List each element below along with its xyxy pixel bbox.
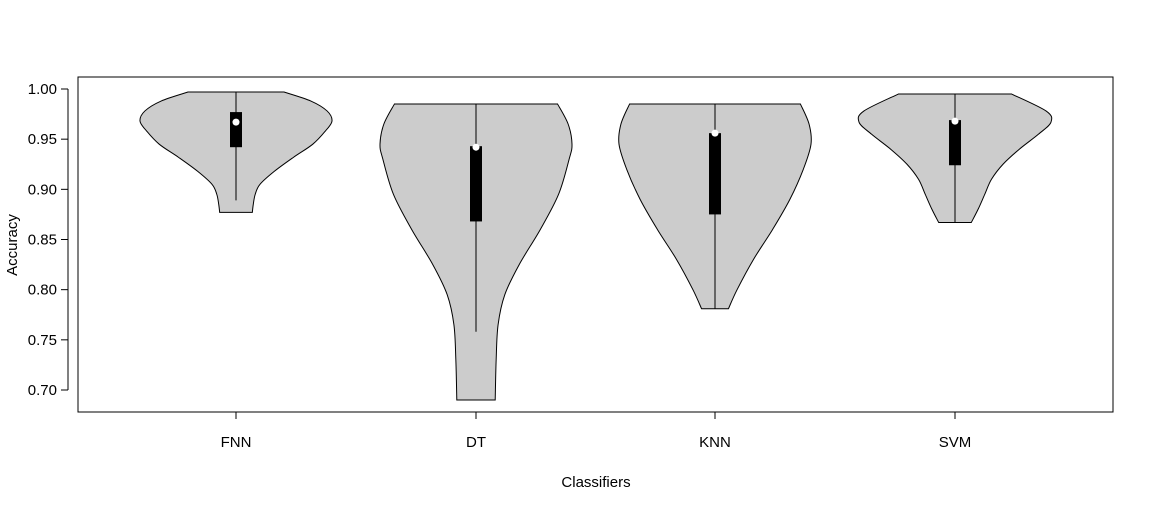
y-tick-label: 0.90 [28,181,57,198]
y-axis: 0.70 0.75 0.80 0.85 0.90 0.95 1.00 [28,81,69,399]
x-tick-label-knn: KNN [699,434,731,451]
plot-frame [77,76,1114,413]
x-tick-label-fnn: FNN [221,434,252,451]
violin-fnn [139,91,333,213]
y-tick-label: 0.85 [28,232,57,249]
y-tick-label: 0.75 [28,332,57,349]
violin-iqr-box-dt [470,146,482,222]
violin-median-svm [951,117,959,125]
violin-median-knn [711,129,719,137]
violin-svm [857,93,1053,223]
y-tick-label: 0.80 [28,282,57,299]
violin-median-dt [472,143,480,151]
y-tick-label: 0.70 [28,382,57,399]
y-axis-title: Accuracy [4,214,21,276]
x-tick-label-svm: SVM [939,434,972,451]
x-axis: FNN DT KNN SVM [221,412,972,451]
x-axis-title: Classifiers [561,474,630,491]
violin-iqr-box-svm [949,120,961,166]
y-tick-label: 1.00 [28,81,57,98]
violin-layer [139,91,1053,401]
y-tick-label: 0.95 [28,131,57,148]
plot-area [77,76,1114,413]
violin-iqr-box-knn [709,133,721,215]
violin-dt [379,103,573,401]
violin-knn [618,103,812,310]
x-tick-label-dt: DT [466,434,486,451]
violin-iqr-box-fnn [230,112,242,148]
violin-median-fnn [232,118,240,126]
